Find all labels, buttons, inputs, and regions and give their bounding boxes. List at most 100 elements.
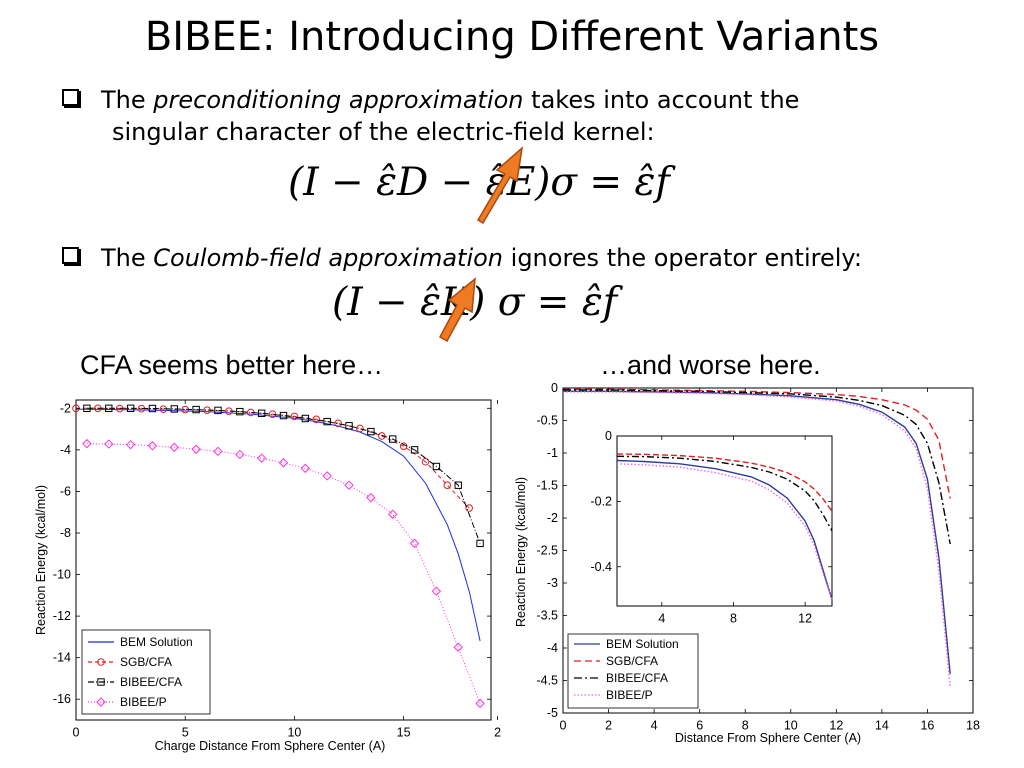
left-chart-point-3-10 — [300, 463, 311, 474]
right-chart-ytick-label: -4.5 — [536, 674, 558, 688]
caption-left: CFA seems better here… — [80, 350, 384, 380]
right-chart-series-line-1 — [563, 388, 951, 499]
left-chart-legend-marker — [97, 678, 105, 686]
left-chart-point-3-13 — [366, 492, 376, 503]
left-chart-point-3-15 — [409, 538, 420, 549]
right-chart-ytick-label: -0.5 — [536, 414, 558, 428]
right-chart-ytick-label: -2.5 — [536, 544, 558, 558]
left-chart-point-3-7 — [235, 449, 245, 460]
left-chart-point-1-16 — [421, 457, 430, 466]
left-chart-xtick-label: 2 — [494, 726, 501, 740]
slide-title: BIBEE: Introducing Different Variants — [144, 14, 880, 60]
left-chart-legend: BEM Solution SGB/CFA BIBEE/CFA BIBEE/P — [81, 629, 211, 715]
arrow-up-icon — [438, 277, 476, 343]
right-chart-ytick-label: -1.5 — [536, 479, 558, 493]
right-chart-xtick-label: 2 — [605, 719, 612, 733]
left-chart-point-1-12 — [334, 419, 342, 428]
left-chart-legend-label: BIBEE/P — [120, 695, 167, 709]
left-chart-point-1-10 — [290, 412, 299, 421]
left-chart-legend-label: BIBEE/CFA — [120, 675, 182, 689]
left-chart-point-3-11 — [322, 471, 332, 481]
right-chart-ylabel: Reaction Energy (kcal/mol) — [514, 477, 528, 627]
right-chart: 0 2 4 6 8 10 12 14 16 18 0 -0.5 -1 -1.5 -2 -2.5 -3 -3.5 -4… — [514, 381, 980, 745]
left-chart-point-2-3 — [148, 404, 157, 413]
left-chart-point-2-5 — [192, 405, 200, 414]
left-chart-point-2-12 — [345, 422, 353, 430]
right-chart-xlabel: Distance From Sphere Center (A) — [675, 731, 861, 745]
right-chart-xtick-label: 18 — [966, 719, 980, 733]
left-chart-xtick-label: 15 — [397, 726, 411, 740]
bullet1-line2: singular character of the electric-field… — [112, 118, 655, 146]
left-chart-ytick-label: -6 — [60, 484, 71, 498]
equation-preconditioning: (I − ε̂D − ε̂E)σ = ε̂f — [288, 160, 670, 205]
left-chart-point-3-18 — [475, 698, 485, 709]
left-chart-point-2-11 — [323, 417, 331, 426]
left-chart-point-3-14 — [388, 509, 398, 519]
inset-chart-ytick-label: 0 — [605, 429, 612, 443]
right-chart-legend-label: BIBEE/P — [606, 688, 653, 702]
inset-chart-series-line-2 — [616, 455, 833, 532]
left-chart-xtick-label: 0 — [73, 726, 80, 740]
right-chart-ytick-label: -3 — [547, 576, 558, 590]
inset-chart-ytick-label: -0.2 — [590, 494, 612, 508]
left-chart-point-2-6 — [214, 406, 222, 415]
left-chart-xlabel: Charge Distance From Sphere Center (A) — [155, 739, 386, 753]
right-chart-xtick-label: 4 — [651, 719, 658, 733]
left-chart-point-1-18 — [465, 504, 473, 512]
left-chart: 0 5 10 15 2 -2 -4 -6 -8 -10 -12 -14 -16 Charge Dista… — [34, 399, 501, 753]
left-chart-legend-label: SGB/CFA — [120, 655, 172, 669]
left-chart-ylabel: Reaction Energy (kcal/mol) — [34, 485, 48, 635]
left-chart-point-3-16 — [431, 586, 442, 596]
left-chart-point-3-9 — [278, 458, 289, 468]
left-chart-point-2-4 — [170, 405, 178, 413]
left-chart-legend-marker — [97, 658, 105, 666]
left-chart-point-1-13 — [356, 424, 364, 433]
right-chart-xtick-label: 10 — [784, 719, 798, 733]
left-chart-legend-label: BEM Solution — [120, 635, 193, 649]
left-chart-point-2-8 — [257, 409, 266, 417]
right-chart-xtick-label: 16 — [920, 719, 934, 733]
left-chart-point-2-14 — [389, 435, 397, 443]
right-chart-legend-label: SGB/CFA — [606, 654, 658, 668]
left-chart-point-2-0 — [83, 404, 91, 413]
left-chart-point-1-14 — [377, 432, 386, 440]
left-chart-series-line-1 — [76, 407, 470, 509]
left-chart-xtick-label: 5 — [182, 726, 189, 740]
right-chart-xtick-label: 0 — [560, 719, 567, 733]
inset-chart-ytick-label: -0.4 — [590, 560, 612, 574]
left-chart-point-3-2 — [125, 439, 136, 450]
right-chart-ytick-label: -5 — [547, 706, 558, 720]
left-chart-ytick-label: -4 — [60, 443, 71, 457]
inset-chart-xtick-label: 12 — [798, 612, 812, 626]
left-chart-point-1-11 — [312, 415, 321, 424]
left-chart-point-2-15 — [410, 446, 419, 454]
arrow-up-icon — [476, 146, 524, 225]
inset-chart-series-line-1 — [616, 453, 833, 512]
left-chart-point-2-17 — [454, 481, 462, 489]
right-chart-legend-label: BIBEE/CFA — [606, 671, 668, 685]
right-chart-series-line-3 — [563, 391, 951, 688]
bullet2-emphasis: Coulomb-field approximation — [153, 244, 504, 272]
left-chart-point-3-6 — [213, 446, 223, 457]
left-chart-ytick-label: -12 — [53, 609, 71, 623]
bullet-preconditioning: The preconditioning approximation takes … — [62, 84, 799, 148]
left-chart-point-2-10 — [301, 414, 310, 423]
right-chart-ytick-label: -4 — [547, 641, 558, 655]
left-chart-ytick-label: -14 — [53, 651, 71, 665]
left-chart-point-2-9 — [279, 411, 288, 420]
left-chart-ytick-label: -10 — [53, 568, 71, 582]
left-chart-series-line-2 — [86, 407, 481, 544]
right-chart-inset: 4 8 12 0 -0.2 -0.4 — [590, 429, 833, 626]
right-chart-ytick-label: 0 — [551, 381, 558, 395]
checkbox-bullet-icon — [62, 247, 79, 264]
left-chart-xtick-label: 10 — [287, 726, 301, 740]
right-chart-ytick-label: -1 — [547, 446, 558, 460]
inset-chart-series-line-0 — [616, 459, 833, 600]
inset-chart-xtick-label: 4 — [658, 612, 665, 626]
right-chart-ytick-label: -3.5 — [536, 609, 558, 623]
bullet2-post: ignores the operator entirely: — [510, 244, 862, 272]
inset-chart-series-line-3 — [616, 463, 833, 600]
left-chart-ytick-label: -16 — [53, 692, 71, 706]
left-chart-point-3-17 — [453, 642, 463, 652]
right-chart-legend-label: BEM Solution — [606, 637, 679, 651]
